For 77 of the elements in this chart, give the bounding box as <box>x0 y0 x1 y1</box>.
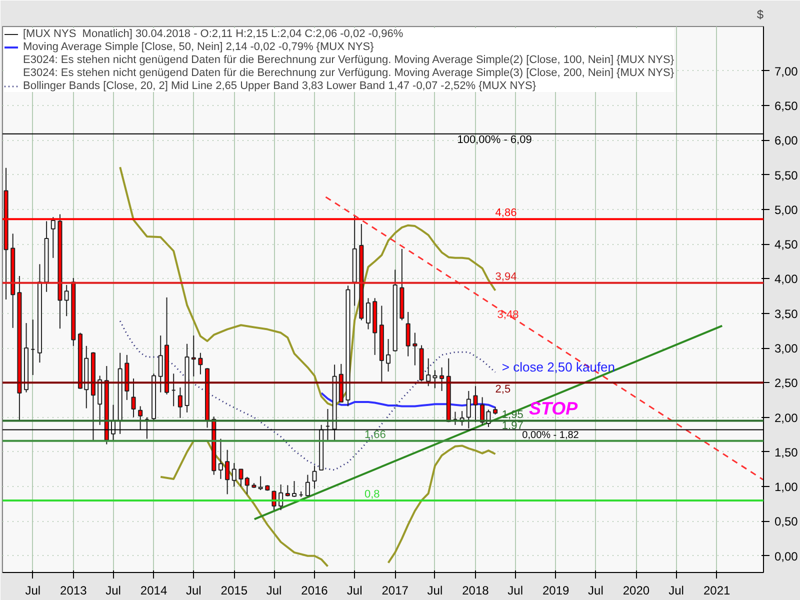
y-tick-label: 1,00 <box>774 480 798 494</box>
candlestick <box>232 462 236 488</box>
annotation: STOP <box>528 398 579 419</box>
y-tick-label: 0,50 <box>774 514 798 529</box>
x-tick-label: Jul <box>186 584 202 598</box>
candlestick <box>218 438 223 480</box>
candlestick <box>440 366 444 392</box>
x-tick-label: 2017 <box>382 584 409 598</box>
y-tick-label: 4,00 <box>774 272 798 286</box>
ref-line-label: 1,66 <box>364 428 386 441</box>
candlestick <box>131 378 136 418</box>
x-tick-label: Jul <box>25 584 41 598</box>
candlestick <box>292 480 297 498</box>
ref-line-label: 3,94 <box>495 270 517 283</box>
x-tick-label: 2020 <box>622 584 650 598</box>
candlestick <box>198 352 203 375</box>
candlestick <box>178 386 182 418</box>
line-series <box>119 320 496 471</box>
x-tick-label: Jul <box>427 584 443 598</box>
y-tick-label: 7,00 <box>774 64 798 78</box>
candlestick <box>386 338 391 372</box>
candlestick <box>406 311 410 357</box>
candlestick <box>64 284 69 317</box>
x-tick-label: 2021 <box>703 584 730 598</box>
annotation: 3,48 <box>497 309 519 322</box>
annotation: 100,00% - 6,09 <box>457 134 532 146</box>
y-tick-label: 3,00 <box>774 342 798 356</box>
x-tick-label: Jul <box>588 584 604 598</box>
x-tick-label: Jul <box>266 584 282 598</box>
ref-line-label: 0,8 <box>364 488 380 500</box>
y-tick-label: 2,00 <box>774 410 798 425</box>
x-tick-label: 2019 <box>542 584 570 598</box>
ref-line-label: 4,86 <box>495 207 517 220</box>
y-axis-title: $ <box>756 8 764 22</box>
y-tick-label: 0,00 <box>774 549 798 564</box>
y-tick-label: 5,00 <box>774 202 798 217</box>
candlestick <box>138 406 143 430</box>
candlestick <box>225 449 230 495</box>
x-tick-label: 2018 <box>462 584 490 598</box>
ref-line-label: 2,5 <box>495 384 511 396</box>
annotation: E3024: Es stehen nicht genügend Daten für die Berechnung zur Verfügung. Moving Average Simple(2) [Close, 100, Nein] {MUX NYS} <box>23 54 674 66</box>
x-tick-label: 2013 <box>60 584 88 598</box>
y-tick-label: 1,50 <box>774 445 798 460</box>
candlestick <box>238 468 244 488</box>
x-tick-label: Jul <box>346 584 362 598</box>
candlestick <box>244 476 250 495</box>
candlestick <box>312 465 317 490</box>
legend-label: Moving Average Simple [Close, 50, Nein] 2,14 -0,02 -0,79% {MUX NYS} <box>23 41 374 53</box>
x-tick-label: Jul <box>508 584 524 598</box>
candlestick <box>432 370 438 389</box>
candlestick <box>412 332 418 366</box>
x-tick-label: 2016 <box>301 584 328 598</box>
candlestick <box>466 390 471 429</box>
annotation: 0,00% - 1,82 <box>522 430 580 442</box>
x-tick-label: 2014 <box>140 584 168 598</box>
y-tick-label: 3,50 <box>774 306 798 321</box>
annotation: > close 2,50 kaufen <box>502 359 616 374</box>
y-tick-label: 4,50 <box>774 238 798 252</box>
legend-label: Bollinger Bands [Close, 20, 2] Mid Line 2,65 Upper Band 3,83 Lower Band 1,47 -0,07 -2,52% {MUX NYS} <box>23 80 536 92</box>
y-tick-label: 6,50 <box>774 98 798 113</box>
legend-label: [MUX NYS Monatlich] 30.04.2018 - O:2,11 H:2,15 L:2,04 C:2,06 -0,02 -0,96% <box>23 28 404 40</box>
candlestick <box>285 484 290 497</box>
x-tick-label: 2015 <box>220 584 248 598</box>
y-tick-label: 6,00 <box>774 134 798 148</box>
x-tick-label: Jul <box>106 584 121 598</box>
y-tick-label: 5,50 <box>774 168 798 182</box>
candlestick <box>191 335 196 377</box>
candlestick <box>366 298 371 330</box>
y-tick-label: 2,50 <box>774 376 798 390</box>
candlestick <box>305 474 310 497</box>
line-series <box>119 166 496 408</box>
x-tick-label: Jul <box>668 584 684 598</box>
candlestick <box>50 216 56 258</box>
annotation: E3024: Es stehen nicht genügend Daten für die Berechnung zur Verfügung. Moving Average Simple(3) [Close, 200, Nein] {MUX NYS} <box>23 67 674 79</box>
candlestick <box>473 386 478 423</box>
candlestick <box>426 358 431 387</box>
candlestick <box>258 476 263 491</box>
